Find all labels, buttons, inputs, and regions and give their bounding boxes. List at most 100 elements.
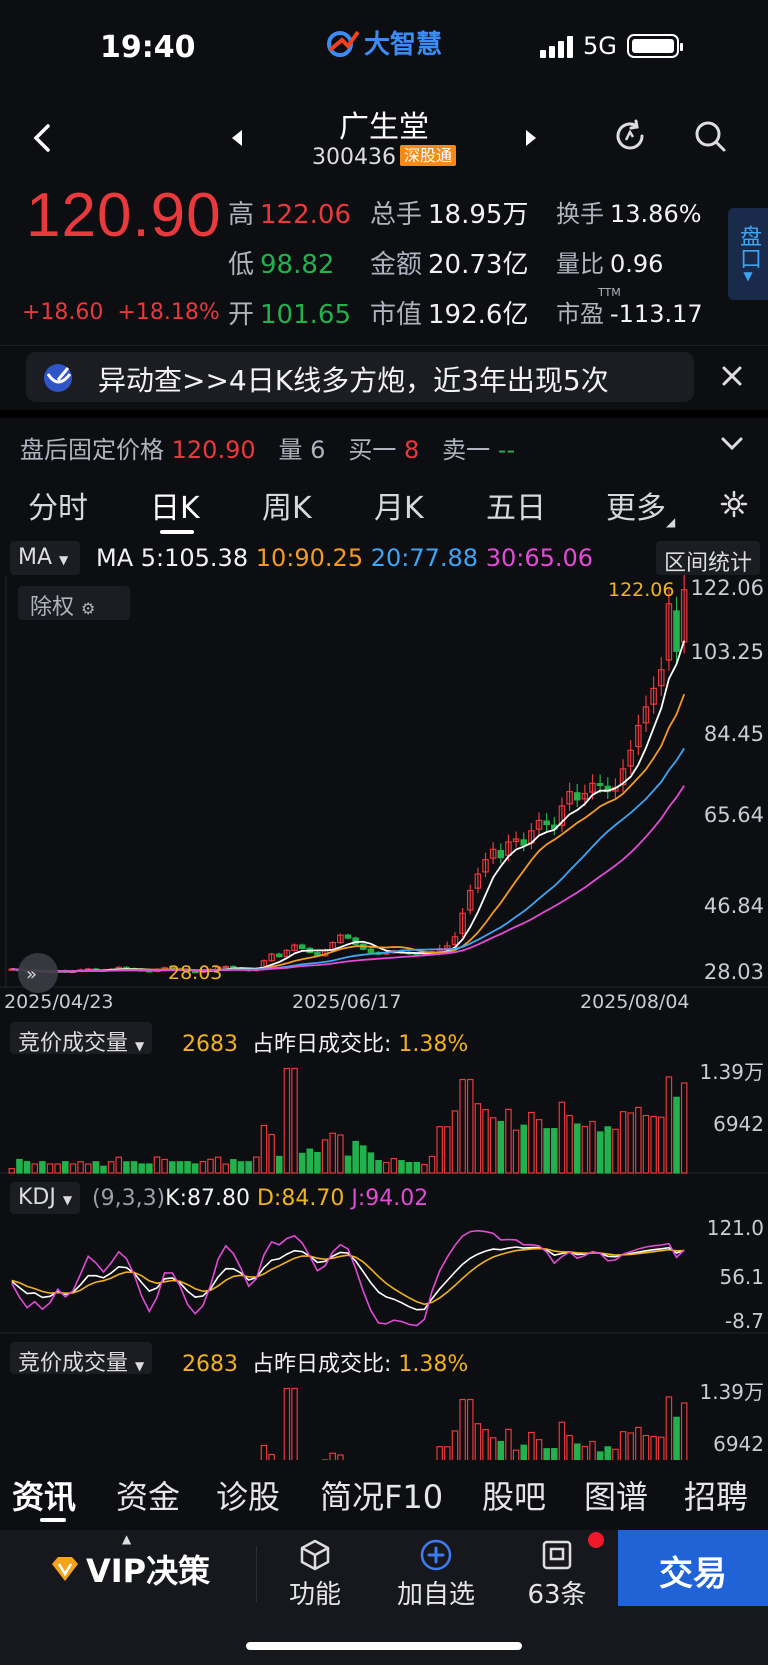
volume-bar xyxy=(184,1161,191,1174)
tab-more[interactable]: 更多◢ xyxy=(606,491,676,529)
volume-panel-select[interactable]: 竞价成交量 ▼ xyxy=(10,1022,153,1056)
vip-decision-button[interactable]: VIP决策 xyxy=(48,1546,210,1592)
refresh-icon[interactable] xyxy=(612,118,648,154)
logo-text: 大智慧 xyxy=(364,30,443,60)
candle xyxy=(558,805,566,826)
volume-bar xyxy=(642,1434,650,1460)
mktcap-label: 市值 xyxy=(370,300,423,330)
volume-bar xyxy=(398,1160,405,1174)
func-button[interactable]: 功能 xyxy=(270,1538,360,1611)
gear-icon[interactable] xyxy=(720,490,748,518)
bid1-label: 买一 xyxy=(348,436,397,464)
btab-jobs[interactable]: 招聘 xyxy=(684,1478,749,1516)
volume-bar xyxy=(596,1131,604,1174)
volume-chart[interactable]: 1.39万 6942 xyxy=(0,1055,768,1175)
kdj-j: J:94.02 xyxy=(351,1186,429,1211)
search-icon[interactable] xyxy=(692,118,728,154)
ma10-line xyxy=(11,693,686,973)
volume-bar xyxy=(505,1428,512,1460)
volume-bar xyxy=(230,1159,237,1174)
prev-stock-icon[interactable] xyxy=(230,128,244,148)
tab-daily-k[interactable]: 日K xyxy=(150,491,200,526)
candle xyxy=(466,889,474,911)
divider xyxy=(0,345,768,346)
volume-bar xyxy=(551,1448,558,1460)
indicator-select[interactable]: MA ▼ xyxy=(10,541,80,575)
auction-ratio-label-2: 占昨日成交比: xyxy=(252,1352,392,1377)
kdj-select[interactable]: KDJ ▼ xyxy=(10,1182,81,1214)
quote-turnover: 换手 13.86% xyxy=(556,194,702,229)
volume-bar xyxy=(337,1454,344,1460)
btab-news[interactable]: 资讯 xyxy=(12,1478,77,1516)
y-tick: 46.84 xyxy=(704,894,764,918)
ma30-value: 30:65.06 xyxy=(485,544,594,572)
kdj-chart[interactable]: 121.0 56.1 -8.7 xyxy=(0,1215,768,1335)
volume-bar xyxy=(512,1129,520,1174)
last-price: 120.90 xyxy=(26,181,222,250)
volume-bar xyxy=(199,1160,207,1174)
ma5-line xyxy=(11,640,686,973)
tab-five-day[interactable]: 五日 xyxy=(486,491,546,526)
kdj-k: K:87.80 xyxy=(165,1186,250,1211)
range-stats-button[interactable]: 区间统计 xyxy=(656,541,760,576)
candle xyxy=(657,669,665,687)
fast-forward-icon: » xyxy=(26,964,37,985)
volume-bar xyxy=(260,1124,268,1174)
volume-bar xyxy=(31,1163,39,1174)
btab-underline xyxy=(40,1518,66,1522)
scroll-handle[interactable] xyxy=(18,953,58,993)
btab-forum[interactable]: 股吧 xyxy=(482,1478,547,1516)
volume-bar xyxy=(291,1387,298,1460)
volume-bar xyxy=(413,1161,421,1174)
btab-funds[interactable]: 资金 xyxy=(116,1478,181,1516)
volume-bar xyxy=(306,1148,314,1174)
tab-underline xyxy=(160,530,194,534)
volume-bar xyxy=(214,1156,222,1174)
vol-y-tick: 1.39万 xyxy=(699,1380,764,1404)
volume-bar xyxy=(657,1436,665,1460)
ma20-value: 20:77.88 xyxy=(370,544,479,572)
volume-bar xyxy=(62,1161,69,1174)
vol-y-tick: 6942 xyxy=(713,1432,764,1456)
volume-bar xyxy=(54,1163,61,1174)
next-stock-icon[interactable] xyxy=(524,128,538,148)
tab-monthly-k[interactable]: 月K xyxy=(374,491,424,526)
volume-bar xyxy=(489,1437,497,1460)
volume-bar xyxy=(551,1128,558,1174)
stock-code-line: 300436 深股通 xyxy=(0,142,768,170)
func-label: 功能 xyxy=(288,1580,341,1610)
btab-atlas[interactable]: 图谱 xyxy=(584,1478,649,1516)
volume-chart-2[interactable]: 1.39万 6942 xyxy=(0,1375,768,1460)
close-icon[interactable] xyxy=(718,362,746,390)
btab-diagnosis[interactable]: 诊股 xyxy=(216,1478,281,1516)
messages-button[interactable]: 63条 xyxy=(512,1538,602,1611)
volume-bar xyxy=(558,1101,566,1174)
ex-rights-button[interactable]: 除权 ⚙ xyxy=(18,586,130,620)
chevron-down-icon[interactable] xyxy=(720,434,744,454)
kdj-d-line xyxy=(11,1247,685,1306)
alert-text[interactable]: 异动查>>4日K线多方炮，近3年出现5次 xyxy=(98,364,609,397)
volume-bar xyxy=(612,1128,619,1174)
candle xyxy=(298,944,306,949)
tab-weekly-k[interactable]: 周K xyxy=(262,491,312,526)
quote-high: 高 122.06 xyxy=(228,194,351,231)
volume-panel-2-select[interactable]: 竞价成交量 ▼ xyxy=(10,1342,153,1376)
volume-panel-2-label: 竞价成交量 xyxy=(18,1351,129,1376)
trade-button[interactable]: 交易 xyxy=(618,1530,768,1606)
kdj-d: D:84.70 xyxy=(256,1186,345,1211)
candle xyxy=(573,792,581,801)
volume-bar xyxy=(581,1125,589,1174)
kline-chart[interactable]: 122.06 103.25 84.45 65.64 46.84 28.03 12… xyxy=(0,575,768,1015)
volume-bar xyxy=(566,1114,573,1174)
volume-bar xyxy=(459,1078,466,1174)
volume-bar xyxy=(673,1416,680,1460)
pankou-button[interactable]: 盘口 ▼ xyxy=(728,208,768,300)
add-watchlist-button[interactable]: 加自选 xyxy=(391,1538,481,1611)
alert-bar[interactable] xyxy=(26,352,694,402)
volume-bar xyxy=(375,1159,382,1174)
btab-f10[interactable]: 简况F10 xyxy=(320,1478,444,1516)
tab-timeshare[interactable]: 分时 xyxy=(28,491,88,526)
back-arrow-icon[interactable] xyxy=(28,118,58,158)
amount-label: 金额 xyxy=(370,250,423,280)
volume-bar xyxy=(146,1163,153,1174)
